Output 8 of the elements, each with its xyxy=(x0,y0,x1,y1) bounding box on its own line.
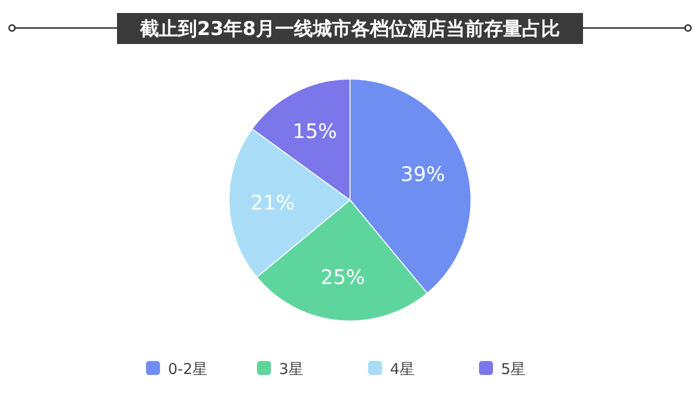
data-label: 25% xyxy=(320,265,365,290)
legend-label: 0-2星 xyxy=(168,360,208,378)
legend-label: 4星 xyxy=(390,360,415,378)
legend-label: 5星 xyxy=(501,360,526,378)
legend-label: 3星 xyxy=(279,360,304,378)
data-label: 21% xyxy=(250,190,295,214)
data-label: 39% xyxy=(400,162,446,186)
data-label: 15% xyxy=(292,119,338,143)
